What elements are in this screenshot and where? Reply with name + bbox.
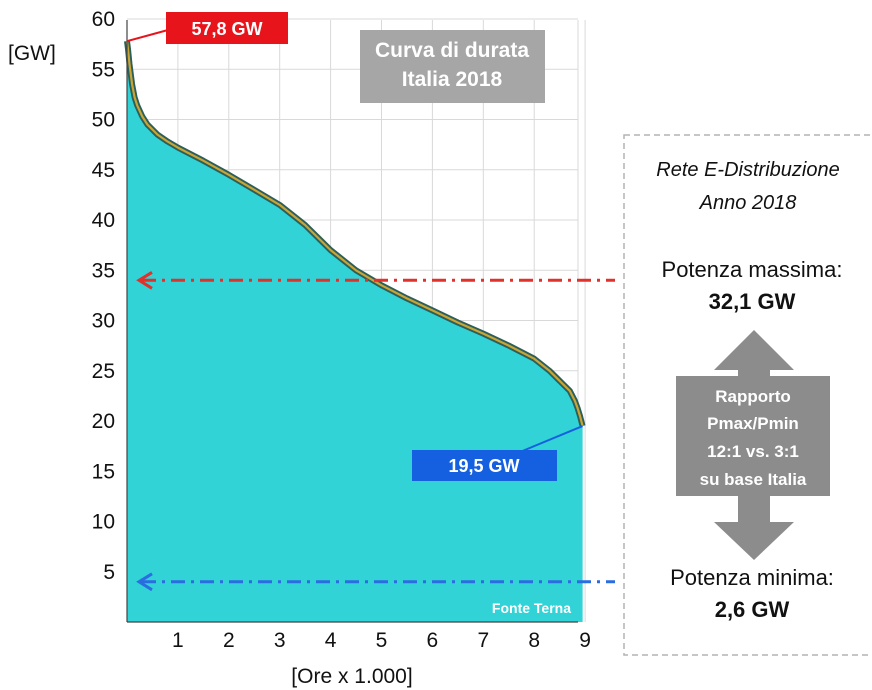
pmin-arrow-head [136, 572, 153, 592]
x-axis-label: [Ore x 1.000] [291, 665, 412, 688]
x-tick-label: 5 [376, 629, 388, 652]
y-tick-label: 25 [92, 360, 115, 383]
x-tick-label: 2 [223, 629, 235, 652]
max-leader-line [126, 29, 169, 43]
duration-line-highlight [125, 40, 584, 427]
min-leader-line [519, 425, 583, 453]
x-tick-label: 3 [274, 629, 286, 652]
min-label: 19,5 GW [448, 456, 519, 476]
y-tick-label: 40 [92, 209, 115, 232]
y-tick-label: 15 [92, 460, 115, 483]
x-tick-label: 6 [427, 629, 439, 652]
pmax-value: 32,1 GW [709, 289, 796, 314]
y-tick-label: 30 [92, 310, 115, 333]
pmax-arrow-head [136, 271, 153, 290]
max-label-box [166, 12, 288, 44]
y-tick-labels: 5 10 15 20 25 30 35 40 45 50 55 60 [92, 8, 115, 584]
chart-title-line2: Italia 2018 [402, 68, 503, 91]
chart-title-line1: Curva di durata [375, 39, 529, 62]
x-tick-label: 1 [172, 629, 184, 652]
x-tick-label: 9 [579, 629, 591, 652]
ratio-box [676, 376, 830, 496]
y-tick-label: 45 [92, 159, 115, 182]
ratio-line-2: Pmax/Pmin [707, 414, 799, 433]
ratio-line-4: su base Italia [700, 470, 807, 489]
source-label: Fonte Terna [492, 600, 571, 616]
ratio-line-3: 12:1 vs. 3:1 [707, 442, 799, 461]
duration-area [127, 41, 583, 623]
x-tick-label: 4 [325, 629, 337, 652]
y-tick-label: 35 [92, 259, 115, 282]
title-box [360, 30, 545, 103]
pmax-arrow [136, 271, 615, 290]
x-tick-label: 8 [528, 629, 540, 652]
max-callout: 57,8 GW [126, 12, 288, 44]
pmax-label: Potenza massima: [662, 257, 843, 282]
pmin-label: Potenza minima: [670, 565, 834, 590]
pmin-value: 2,6 GW [715, 597, 790, 622]
y-tick-label: 20 [92, 410, 115, 433]
y-tick-label: 55 [92, 58, 115, 81]
y-tick-label: 10 [92, 511, 115, 534]
min-callout: 19,5 GW [412, 425, 583, 481]
x-tick-label: 7 [477, 629, 489, 652]
x-tick-labels: 1 2 3 4 5 6 7 8 9 [172, 629, 591, 652]
y-tick-label: 50 [92, 109, 115, 132]
side-panel: Rete E-Distribuzione Anno 2018 Potenza m… [623, 134, 872, 656]
side-panel-border [623, 134, 872, 656]
min-label-box [412, 450, 557, 481]
max-label: 57,8 GW [191, 19, 262, 39]
panel-heading-line2: Anno 2018 [699, 192, 797, 214]
y-tick-label: 60 [92, 8, 115, 31]
pmin-arrow [136, 572, 615, 592]
y-axis-label: [GW] [8, 42, 56, 65]
panel-heading-line1: Rete E-Distribuzione [656, 159, 839, 181]
y-tick-label: 5 [103, 561, 115, 584]
axes [126, 20, 578, 623]
ratio-line-1: Rapporto [715, 387, 791, 406]
